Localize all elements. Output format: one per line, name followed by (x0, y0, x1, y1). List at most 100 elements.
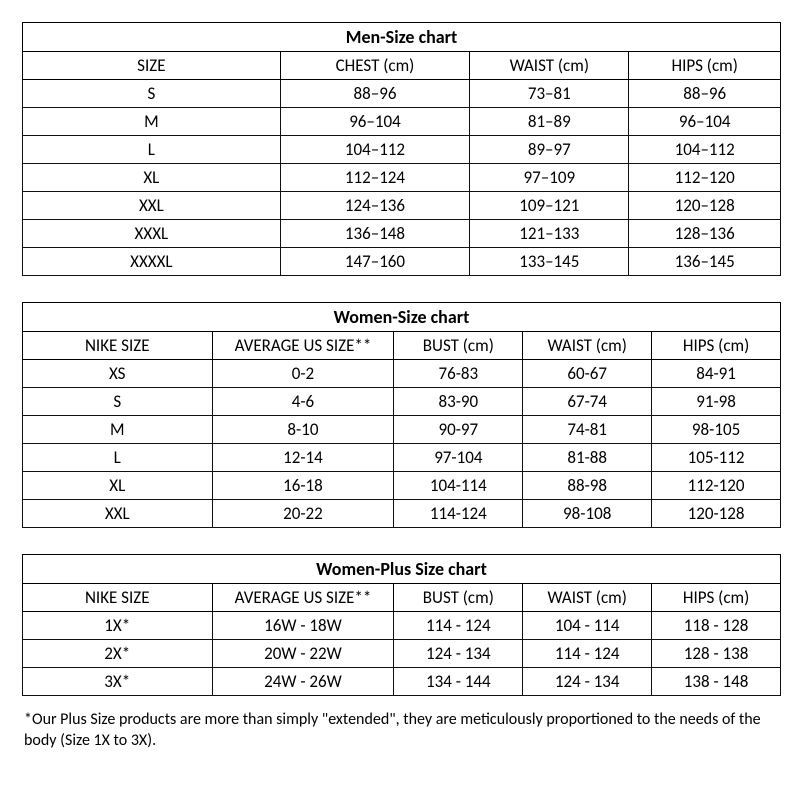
men-cell: 128–136 (629, 220, 781, 248)
women-row: XL16-18104-11488-98112-120 (23, 472, 781, 500)
women-row: XS0-276-8360-6784-91 (23, 360, 781, 388)
women-plus-size-table: Women-Plus Size chart NIKE SIZEAVERAGE U… (22, 554, 781, 696)
women-cell: 90-97 (394, 416, 523, 444)
men-cell: 112–124 (280, 164, 470, 192)
men-cell: 147–160 (280, 248, 470, 276)
women-size-chart-block: Women-Size chart NIKE SIZEAVERAGE US SIZ… (22, 302, 781, 528)
men-row: S88–9673–8188–96 (23, 80, 781, 108)
women-cell: 83-90 (394, 388, 523, 416)
women-plus-cell: 134 - 144 (394, 668, 523, 696)
men-cell: S (23, 80, 281, 108)
women-cell: XS (23, 360, 213, 388)
women-plus-cell: 114 - 124 (394, 612, 523, 640)
women-plus-cell: 3X* (23, 668, 213, 696)
women-plus-col-header: AVERAGE US SIZE** (212, 584, 394, 612)
women-cell: 8-10 (212, 416, 394, 444)
women-cell: 12-14 (212, 444, 394, 472)
women-cell: M (23, 416, 213, 444)
women-cell: 76-83 (394, 360, 523, 388)
women-cell: XXL (23, 500, 213, 528)
women-title: Women-Size chart (23, 303, 781, 332)
women-plus-col-header: BUST (cm) (394, 584, 523, 612)
women-cell: 114-124 (394, 500, 523, 528)
women-cell: 98-108 (523, 500, 652, 528)
men-cell: 96–104 (629, 108, 781, 136)
women-cell: 60-67 (523, 360, 652, 388)
women-cell: S (23, 388, 213, 416)
women-plus-cell: 114 - 124 (523, 640, 652, 668)
women-row: L12-1497-10481-88105-112 (23, 444, 781, 472)
men-row: M96–10481–8996–104 (23, 108, 781, 136)
men-col-header: SIZE (23, 52, 281, 80)
men-cell: XXL (23, 192, 281, 220)
women-plus-col-header: HIPS (cm) (652, 584, 781, 612)
women-cell: 4-6 (212, 388, 394, 416)
men-cell: 124–136 (280, 192, 470, 220)
women-col-header: HIPS (cm) (652, 332, 781, 360)
men-cell: XXXXL (23, 248, 281, 276)
men-cell: 120–128 (629, 192, 781, 220)
men-cell: 104–112 (280, 136, 470, 164)
men-row: XL112–12497–109112–120 (23, 164, 781, 192)
men-size-table: Men-Size chart SIZECHEST (cm)WAIST (cm)H… (22, 22, 781, 276)
men-cell: M (23, 108, 281, 136)
women-cell: 67-74 (523, 388, 652, 416)
women-cell: 20-22 (212, 500, 394, 528)
men-cell: 97–109 (470, 164, 629, 192)
women-row: XXL20-22114-12498-108120-128 (23, 500, 781, 528)
women-plus-cell: 2X* (23, 640, 213, 668)
men-col-header: HIPS (cm) (629, 52, 781, 80)
women-cell: 98-105 (652, 416, 781, 444)
men-cell: 121–133 (470, 220, 629, 248)
men-cell: 136–145 (629, 248, 781, 276)
women-plus-cell: 118 - 128 (652, 612, 781, 640)
women-cell: 0-2 (212, 360, 394, 388)
women-plus-title: Women-Plus Size chart (23, 555, 781, 584)
women-cell: 105-112 (652, 444, 781, 472)
women-plus-cell: 124 - 134 (394, 640, 523, 668)
women-cell: L (23, 444, 213, 472)
women-cell: 81-88 (523, 444, 652, 472)
women-cell: 112-120 (652, 472, 781, 500)
women-col-header: BUST (cm) (394, 332, 523, 360)
men-col-header: CHEST (cm) (280, 52, 470, 80)
women-plus-cell: 128 - 138 (652, 640, 781, 668)
women-cell: 16-18 (212, 472, 394, 500)
men-cell: XXXL (23, 220, 281, 248)
men-cell: 96–104 (280, 108, 470, 136)
women-col-header: WAIST (cm) (523, 332, 652, 360)
women-col-header: NIKE SIZE (23, 332, 213, 360)
women-cell: 84-91 (652, 360, 781, 388)
women-plus-col-header: WAIST (cm) (523, 584, 652, 612)
men-cell: XL (23, 164, 281, 192)
men-cell: 73–81 (470, 80, 629, 108)
women-col-header: AVERAGE US SIZE** (212, 332, 394, 360)
men-cell: 88–96 (280, 80, 470, 108)
women-plus-size-chart-block: Women-Plus Size chart NIKE SIZEAVERAGE U… (22, 554, 781, 696)
men-title: Men-Size chart (23, 23, 781, 52)
women-plus-row: 2X*20W - 22W124 - 134114 - 124128 - 138 (23, 640, 781, 668)
men-cell: 109–121 (470, 192, 629, 220)
women-cell: 104-114 (394, 472, 523, 500)
women-cell: 120-128 (652, 500, 781, 528)
women-plus-cell: 104 - 114 (523, 612, 652, 640)
men-cell: 112–120 (629, 164, 781, 192)
women-row: S4-683-9067-7491-98 (23, 388, 781, 416)
men-row: XXL124–136109–121120–128 (23, 192, 781, 220)
men-row: XXXL136–148121–133128–136 (23, 220, 781, 248)
women-row: M8-1090-9774-8198-105 (23, 416, 781, 444)
men-row: L104–11289–97104–112 (23, 136, 781, 164)
men-size-chart-block: Men-Size chart SIZECHEST (cm)WAIST (cm)H… (22, 22, 781, 276)
women-plus-row: 3X*24W - 26W134 - 144124 - 134138 - 148 (23, 668, 781, 696)
women-cell: 91-98 (652, 388, 781, 416)
women-cell: XL (23, 472, 213, 500)
men-col-header: WAIST (cm) (470, 52, 629, 80)
men-cell: 89–97 (470, 136, 629, 164)
women-plus-col-header: NIKE SIZE (23, 584, 213, 612)
women-size-table: Women-Size chart NIKE SIZEAVERAGE US SIZ… (22, 302, 781, 528)
women-cell: 88-98 (523, 472, 652, 500)
women-plus-cell: 138 - 148 (652, 668, 781, 696)
women-plus-cell: 124 - 134 (523, 668, 652, 696)
men-cell: 104–112 (629, 136, 781, 164)
women-plus-cell: 16W - 18W (212, 612, 394, 640)
